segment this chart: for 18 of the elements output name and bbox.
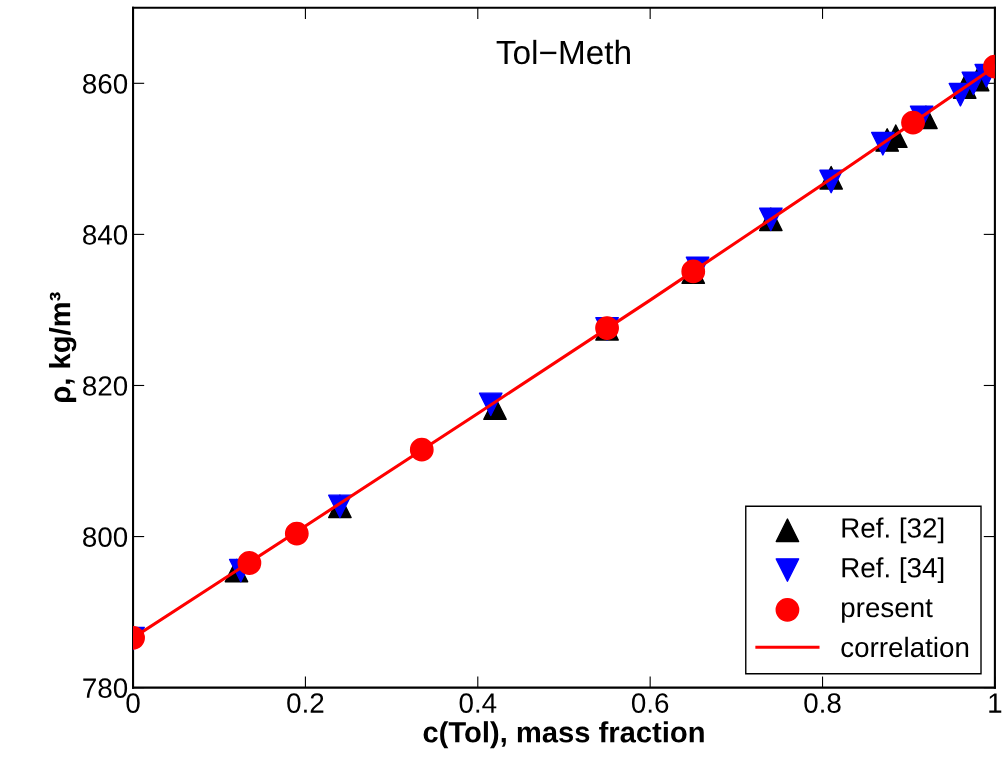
y-axis-title: ρ, kg/m³ [48,292,77,402]
y-tick-label: 820 [83,376,128,396]
legend-label: correlation [841,636,969,658]
x-tick-label: 0.2 [287,693,324,713]
y-tick-label: 860 [83,73,128,94]
x-tick-label: 0.6 [631,693,669,713]
legend-label: Ref. [32] [842,517,944,544]
y-tick-label: 780 [83,678,128,698]
y-tick-label: 840 [83,225,128,245]
x-tick-label: 0.8 [804,693,841,713]
x-tick-label: 0 [126,693,140,713]
text: Tol−Meth [496,39,630,65]
legend-label: present [842,599,933,623]
x-tick-label: 0.4 [459,693,497,713]
y-tick-label: 800 [83,527,128,547]
x-tick-label: 1 [989,693,1002,713]
x-axis-title: c(Tol), mass fraction [423,721,704,749]
legend-label: Ref. [34] [842,557,944,584]
